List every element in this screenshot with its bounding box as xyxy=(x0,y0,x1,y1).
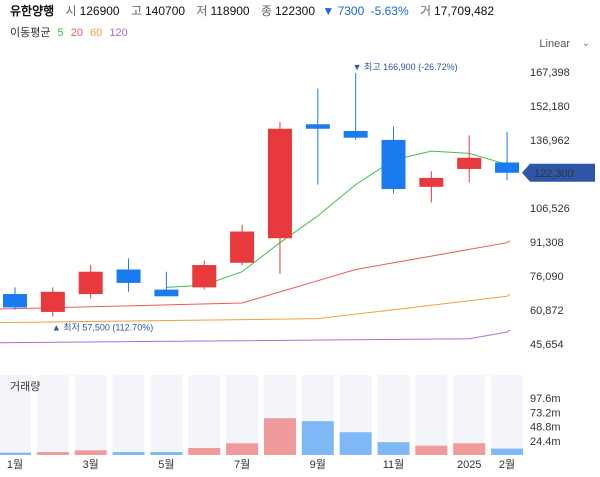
scale-mode-dropdown[interactable]: Linear xyxy=(539,38,570,50)
current-price-label: 122,300 xyxy=(534,168,574,180)
ma-5-label[interactable]: 5 xyxy=(57,27,64,39)
time-axis-tick: 2025 xyxy=(457,459,481,471)
volume-axis-tick: 97.6m xyxy=(530,393,561,405)
candle-body[interactable] xyxy=(419,177,444,187)
candle-body[interactable] xyxy=(192,265,217,288)
open-label: 시 xyxy=(65,4,77,18)
candle-body[interactable] xyxy=(154,289,179,297)
volume-bar-background xyxy=(453,375,486,455)
price-axis-tick: 167,398 xyxy=(530,67,570,79)
price-axis-tick: 45,654 xyxy=(530,339,564,351)
price-axis-tick: 91,308 xyxy=(530,237,564,249)
volume-bar[interactable] xyxy=(150,452,183,455)
low-annotation: ▲ 최저 57,500 (112.70%) xyxy=(52,322,153,332)
price-axis-tick: 76,090 xyxy=(530,271,564,283)
volume-panel-title: 거래량 xyxy=(10,381,41,393)
change-percent: -5.63% xyxy=(370,4,409,18)
volume-bar[interactable] xyxy=(453,443,486,455)
volume-bar[interactable] xyxy=(301,421,334,455)
volume-bar-background xyxy=(188,375,221,455)
moving-average-legend[interactable]: 이동평균 5 20 60 120 xyxy=(10,25,132,41)
volume-bar-background xyxy=(36,375,69,455)
ma-label: 이동평균 xyxy=(10,27,51,39)
volume-bar[interactable] xyxy=(377,442,410,455)
volume-bar[interactable] xyxy=(36,452,69,455)
time-axis-tick: 2월 xyxy=(499,458,515,471)
close-label: 종 xyxy=(260,4,272,18)
candle-body[interactable] xyxy=(381,139,406,190)
volume-axis-tick: 24.4m xyxy=(530,436,561,448)
time-axis-tick: 7월 xyxy=(234,458,250,471)
stock-name[interactable]: 유한양행 xyxy=(10,4,55,18)
ma-20-line xyxy=(0,240,511,310)
candle-body[interactable] xyxy=(495,162,520,173)
volume-bar[interactable] xyxy=(0,452,31,455)
time-axis-tick: 3월 xyxy=(83,458,99,471)
change-value: ▼ 7300 xyxy=(322,4,365,18)
volume-bar[interactable] xyxy=(188,447,221,455)
volume-bar-background xyxy=(0,375,31,455)
volume-bar[interactable] xyxy=(491,448,524,455)
low-value: 118900 xyxy=(210,4,250,18)
volume-axis-tick: 73.2m xyxy=(530,407,561,419)
ma-120-label[interactable]: 120 xyxy=(109,27,128,39)
volume-bar-background xyxy=(415,375,448,455)
candle-body[interactable] xyxy=(457,157,482,169)
candle-body[interactable] xyxy=(343,130,368,138)
volume-axis-tick: 48.8m xyxy=(530,422,561,434)
time-axis-tick: 5월 xyxy=(158,458,174,471)
time-axis-tick: 9월 xyxy=(310,458,326,471)
current-price-tag xyxy=(522,163,595,182)
ma-5-line xyxy=(166,150,511,288)
volume-bar-background xyxy=(377,375,410,455)
candle-body[interactable] xyxy=(230,231,255,263)
candle-body[interactable] xyxy=(40,291,65,312)
candle-body[interactable] xyxy=(305,124,330,129)
volume-bar-background xyxy=(74,375,107,455)
volume-bar[interactable] xyxy=(263,418,296,455)
price-axis-tick: 60,872 xyxy=(530,305,564,317)
ma-60-line xyxy=(0,293,511,324)
quote-header: 유한양행 시 126900 고 140700 저 118900 종 122300 ▼ 7… xyxy=(0,0,600,22)
time-axis-tick: 1월 xyxy=(7,458,23,471)
high-annotation: ▼ 최고 166,900 (-26.72%) xyxy=(353,62,458,72)
volume-bar[interactable] xyxy=(339,432,372,455)
price-axis-tick: 106,526 xyxy=(530,203,570,215)
volume-bar[interactable] xyxy=(415,445,448,455)
volume-bar[interactable] xyxy=(74,450,107,455)
volume-label: 거 xyxy=(420,4,432,18)
candle-body[interactable] xyxy=(267,128,292,239)
high-label: 고 xyxy=(130,4,142,18)
volume-bar-background xyxy=(112,375,145,455)
candle-body[interactable] xyxy=(116,269,141,283)
volume-bar-background xyxy=(491,375,524,455)
candle-body[interactable] xyxy=(78,271,103,295)
volume-bar-background xyxy=(226,375,259,455)
candle-body[interactable] xyxy=(3,294,27,308)
volume-bar[interactable] xyxy=(112,452,145,455)
volume-value: 17,709,482 xyxy=(434,4,495,18)
high-value: 140700 xyxy=(145,4,186,18)
close-value: 122300 xyxy=(274,4,316,18)
time-axis-tick: 11월 xyxy=(383,458,405,471)
volume-bar[interactable] xyxy=(226,443,259,455)
ma-20-label[interactable]: 20 xyxy=(70,27,83,39)
volume-bar-background xyxy=(150,375,183,455)
price-axis-tick: 152,180 xyxy=(530,101,570,113)
ma-60-label[interactable]: 60 xyxy=(90,27,103,39)
ma-120-line xyxy=(0,329,511,344)
low-label: 저 xyxy=(196,4,208,18)
chevron-down-icon[interactable]: ⌄ xyxy=(581,38,590,49)
price-axis-tick: 136,962 xyxy=(530,135,570,147)
open-value: 126900 xyxy=(79,4,120,18)
